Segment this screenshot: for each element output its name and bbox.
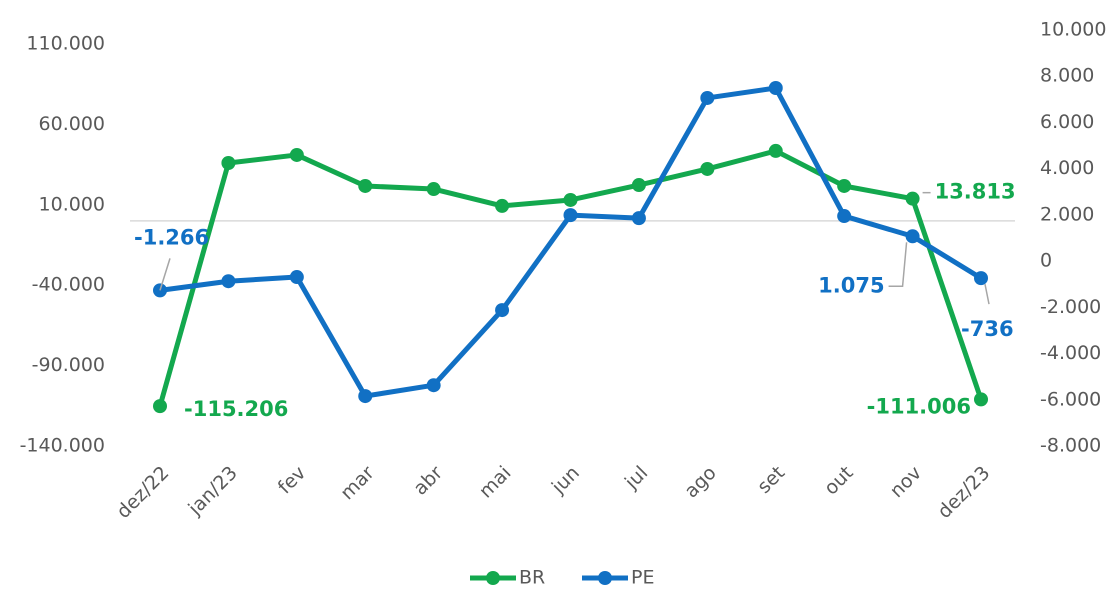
point bbox=[495, 303, 510, 318]
point bbox=[426, 182, 441, 197]
point bbox=[700, 161, 715, 176]
x-tick-label: dez/22 bbox=[112, 462, 173, 523]
x-tick-label: abr bbox=[409, 462, 447, 500]
point bbox=[153, 399, 167, 414]
point bbox=[426, 378, 441, 393]
point bbox=[768, 81, 783, 96]
x-tick-label: jul bbox=[620, 462, 652, 494]
y-tick-label: -90.000 bbox=[32, 354, 105, 376]
y2-tick-label: -2.000 bbox=[1040, 296, 1101, 318]
point bbox=[563, 192, 578, 207]
x-tick-label: mar bbox=[336, 462, 379, 505]
data-label: -111.006 bbox=[867, 394, 971, 418]
point bbox=[768, 143, 783, 158]
point bbox=[358, 389, 373, 404]
point bbox=[837, 178, 852, 193]
y2-tick-label: 4.000 bbox=[1040, 157, 1094, 179]
series-line bbox=[159, 85, 983, 399]
x-tick-label: mai bbox=[475, 462, 516, 503]
data-label: -736 bbox=[961, 317, 1014, 341]
legend-label: PE bbox=[631, 567, 654, 589]
y2-tick-label: 10.000 bbox=[1040, 19, 1106, 41]
point bbox=[289, 147, 304, 162]
leader-line bbox=[984, 283, 990, 305]
point bbox=[974, 392, 988, 407]
y2-tick-label: 0 bbox=[1040, 250, 1052, 272]
point bbox=[563, 208, 578, 223]
legend-marker bbox=[486, 571, 500, 585]
point bbox=[221, 155, 236, 170]
legend-marker bbox=[598, 571, 612, 585]
x-tick-label: nov bbox=[886, 462, 926, 502]
y2-tick-label: -6.000 bbox=[1040, 388, 1101, 410]
point bbox=[495, 198, 510, 213]
x-tick-label: set bbox=[753, 462, 789, 498]
point bbox=[221, 274, 236, 289]
data-label: -115.206 bbox=[184, 397, 288, 421]
x-tick-label: ago bbox=[680, 462, 721, 503]
point bbox=[837, 209, 852, 224]
y-tick-label: -140.000 bbox=[20, 435, 105, 457]
y-tick-label: 60.000 bbox=[39, 113, 105, 135]
point bbox=[289, 270, 304, 285]
point bbox=[974, 271, 988, 286]
point bbox=[905, 229, 920, 244]
point bbox=[358, 178, 373, 193]
point bbox=[700, 90, 715, 105]
y-tick-label: -40.000 bbox=[32, 274, 105, 296]
y2-tick-label: 2.000 bbox=[1040, 203, 1094, 225]
leader-line bbox=[159, 258, 171, 291]
legend-label: BR bbox=[519, 567, 545, 589]
x-tick-label: dez/23 bbox=[933, 462, 994, 523]
data-label: 13.813 bbox=[935, 180, 1016, 204]
y2-tick-label: -8.000 bbox=[1040, 435, 1101, 457]
x-tick-label: jun bbox=[547, 462, 584, 499]
y2-tick-label: -4.000 bbox=[1040, 342, 1101, 364]
data-label: 1.075 bbox=[818, 273, 884, 297]
x-tick-label: out bbox=[820, 462, 858, 500]
y2-tick-label: 8.000 bbox=[1040, 65, 1094, 87]
y2-tick-label: 6.000 bbox=[1040, 111, 1094, 133]
point bbox=[631, 178, 646, 193]
x-tick-label: fev bbox=[274, 462, 311, 499]
data-label: -1.266 bbox=[134, 225, 209, 249]
point bbox=[631, 211, 646, 226]
y-tick-label: 10.000 bbox=[39, 193, 105, 215]
leader-line bbox=[888, 242, 908, 288]
y-tick-label: 110.000 bbox=[26, 33, 105, 55]
x-tick-label: jan/23 bbox=[183, 462, 241, 520]
point bbox=[905, 191, 920, 206]
